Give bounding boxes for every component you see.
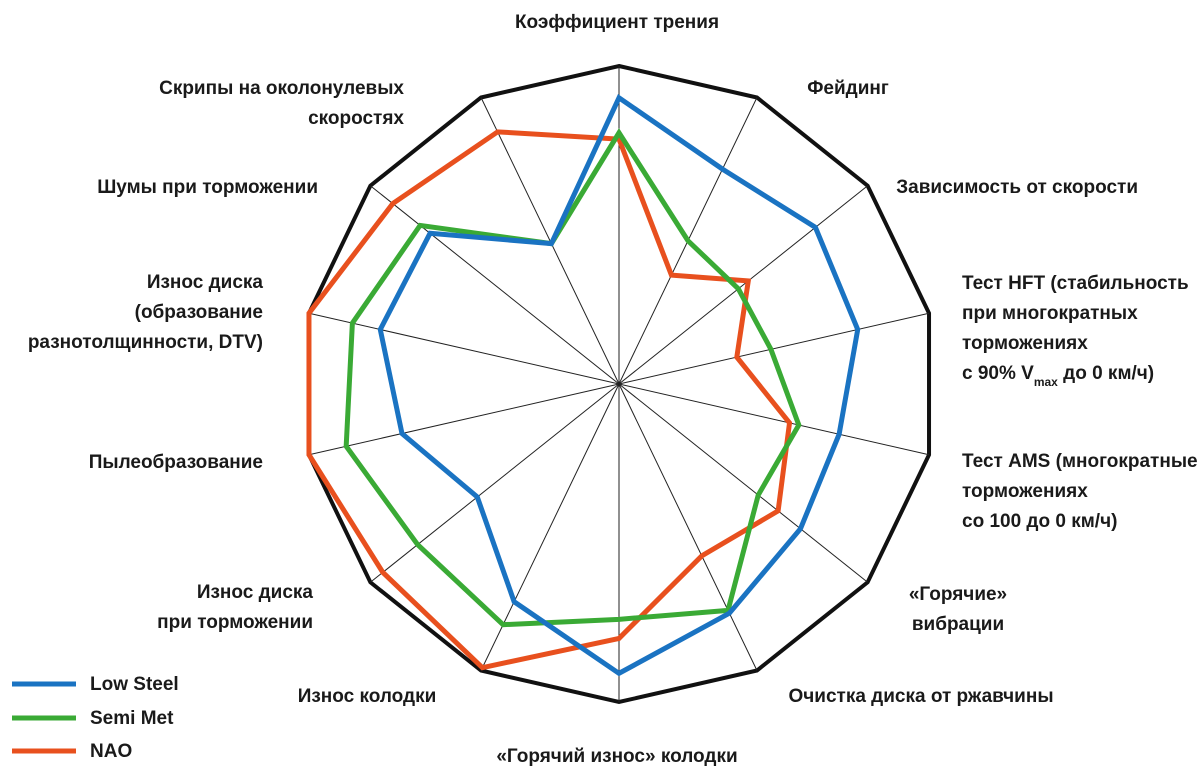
chart-grid [306, 63, 932, 705]
radar-spoke [308, 383, 620, 456]
axis-label-line: торможениях [962, 481, 1088, 502]
axis-label-4: Тест HFT (стабильность при многократных то… [962, 273, 1189, 389]
legend-label: Low Steel [90, 674, 179, 695]
axis-label-line: Тест HFT (стабильность [962, 273, 1189, 294]
axis-label-3: Зависимость от скорости [896, 177, 1138, 198]
axis-label-line: Зависимость от скорости [896, 177, 1138, 198]
axis-label-line: Коэффициент трения [515, 12, 719, 33]
axis-label-line: Скрипы на околонулевых [159, 78, 404, 99]
radar-spoke [618, 383, 930, 456]
axis-label-line: Износ диска [197, 582, 314, 603]
legend-label: NAO [90, 741, 132, 762]
radar-spoke [308, 312, 620, 385]
axis-label-6: «Горячие» вибрации [909, 584, 1007, 635]
axis-label-9: Износ колодки [298, 686, 437, 707]
axis-label-13: Шумы при торможении [97, 177, 318, 198]
axis-label-line: вибрации [912, 614, 1004, 635]
axis-label-1: Коэффициент трения [515, 12, 719, 33]
radar-spoke [370, 383, 620, 583]
axis-label-line: «Горячие» [909, 584, 1007, 605]
radar-spoke [618, 383, 868, 583]
radar-spoke [618, 185, 868, 385]
axis-label-line: (образование [135, 302, 263, 323]
axis-label-line: Фейдинг [807, 78, 889, 99]
axis-label-8: «Горячий износ» колодки [496, 746, 737, 767]
radar-spoke [618, 312, 930, 385]
chart-series [306, 94, 861, 677]
axis-label-line: Очистка диска от ржавчины [788, 686, 1053, 707]
series-line-semi-met [343, 128, 802, 628]
axis-label-line: скоростях [308, 108, 404, 129]
radar-spoke [370, 185, 620, 385]
series-line-nao [306, 129, 793, 671]
axis-label-5: Тест AMS (многократные торможениях со 100 … [962, 451, 1198, 532]
axis-label-line: при торможении [157, 612, 313, 633]
axis-label-line: Износ колодки [298, 686, 437, 707]
axis-label-line: торможениях [962, 333, 1088, 354]
chart-legend: Low Steel Semi Met NAO [12, 674, 179, 762]
axis-label-7: Очистка диска от ржавчины [788, 686, 1053, 707]
axis-label-line: Тест AMS (многократные [962, 451, 1198, 472]
axis-label-10: Износ диска при торможении [157, 582, 313, 633]
axis-label-line: «Горячий износ» колодки [496, 746, 737, 767]
axis-label-line: Износ диска [147, 272, 264, 293]
radar-spoke [618, 383, 758, 671]
axis-label-line: при многократных [962, 303, 1138, 324]
axis-label-line: со 100 до 0 км/ч) [962, 511, 1117, 532]
axis-label-2: Фейдинг [807, 78, 889, 99]
axis-label-12: Износ диска (образование разнотолщинности,… [28, 272, 264, 353]
series-line-low-steel [377, 94, 861, 677]
axis-label-14: Скрипы на околонулевых скоростях [159, 78, 404, 129]
subscript-text: max [1034, 375, 1058, 389]
legend-label: Semi Met [90, 708, 174, 729]
axis-label-line: разнотолщинности, DTV) [28, 332, 263, 353]
axis-label-line: Пылеобразование [89, 452, 263, 473]
axis-label-11: Пылеобразование [89, 452, 263, 473]
axis-label-line: Шумы при торможении [97, 177, 318, 198]
axis-label-line: с 90% Vmax до 0 км/ч) [962, 363, 1154, 389]
